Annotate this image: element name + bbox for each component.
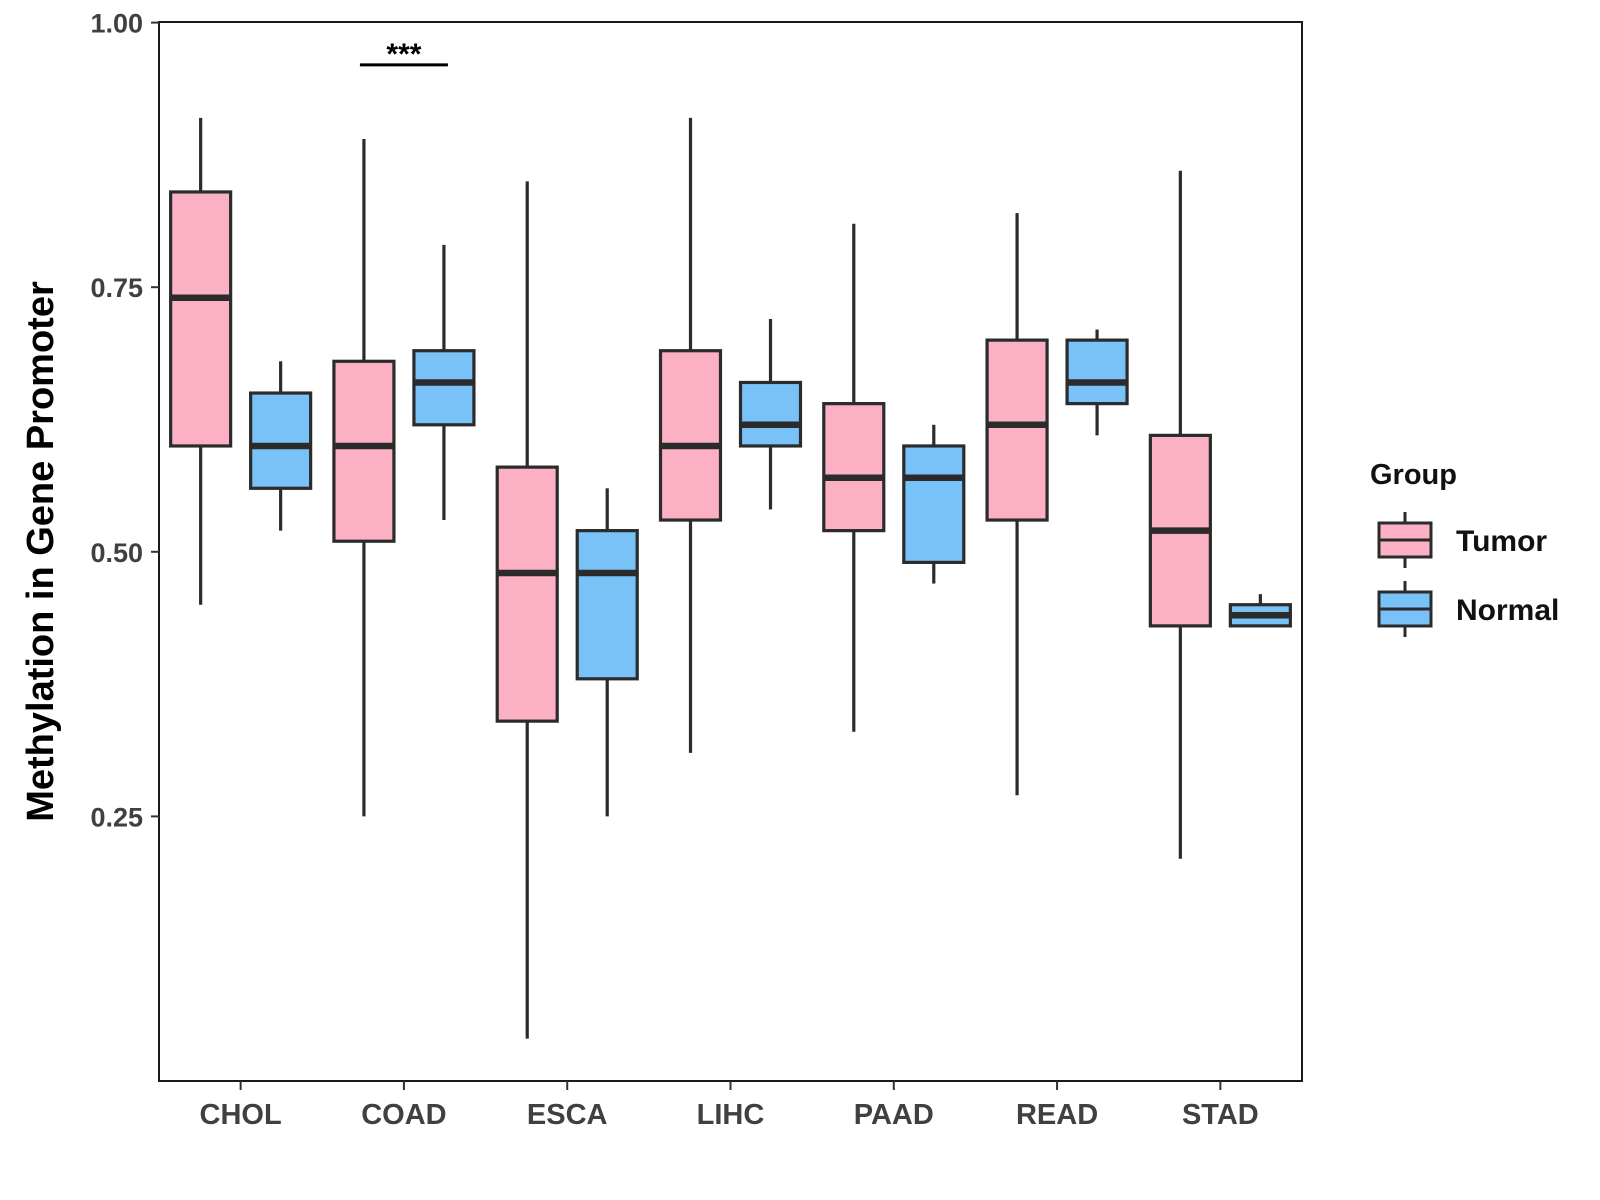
- box-tumor-paad: [822, 223, 886, 732]
- iqr-box: [985, 338, 1049, 522]
- x-tick-label: CHOL: [200, 1099, 282, 1131]
- box-tumor-read: [985, 213, 1049, 796]
- iqr-box: [249, 391, 313, 490]
- box-normal-lihc: [738, 318, 803, 510]
- box-normal-read: [1065, 329, 1129, 436]
- x-tick-label: COAD: [361, 1099, 446, 1131]
- legend-label: Tumor: [1456, 525, 1547, 558]
- legend-item-tumor: Tumor: [1377, 512, 1547, 568]
- box-tumor-stad: [1148, 170, 1212, 859]
- y-tick-label: 0.75: [90, 273, 143, 303]
- plot-panel-border: [158, 21, 1303, 1082]
- box-normal-chol: [249, 361, 313, 531]
- box-normal-paad: [902, 424, 966, 584]
- box-normal-stad: [1228, 594, 1292, 628]
- y-tick-label: 0.25: [90, 802, 143, 832]
- iqr-box: [169, 190, 233, 448]
- significance-label: ***: [386, 38, 421, 71]
- iqr-box: [1065, 338, 1129, 406]
- y-axis-title: Methylation in Gene Promoter: [20, 281, 62, 822]
- legend-title: Group: [1370, 459, 1457, 491]
- legend: Group Tumor Normal: [1370, 459, 1559, 637]
- box-normal-coad: [412, 244, 476, 521]
- box-tumor-esca: [495, 181, 559, 1039]
- x-tick-label: LIHC: [697, 1099, 765, 1131]
- iqr-box: [575, 529, 639, 681]
- iqr-box: [902, 444, 966, 564]
- iqr-box: [738, 380, 803, 448]
- iqr-box: [332, 359, 396, 543]
- x-tick-label: ESCA: [527, 1099, 608, 1131]
- x-tick-label: READ: [1016, 1099, 1098, 1131]
- x-tick-label: STAD: [1182, 1099, 1259, 1131]
- y-tick-label: 0.50: [90, 538, 143, 568]
- box-tumor-lihc: [658, 117, 723, 753]
- iqr-box: [658, 349, 723, 522]
- legend-item-normal: Normal: [1377, 581, 1559, 637]
- legend-label: Normal: [1456, 594, 1559, 627]
- box-tumor-chol: [169, 117, 233, 605]
- y-tick-label: 1.00: [90, 9, 143, 39]
- box-tumor-coad: [332, 139, 396, 817]
- plot-area: 0.25 0.50 0.75 1.00 CHOL COAD ESCA LIHC PAAD READ…: [90, 9, 1303, 1131]
- iqr-box: [822, 402, 886, 533]
- iqr-box: [412, 349, 476, 427]
- box-normal-esca: [575, 488, 639, 817]
- iqr-box: [495, 465, 559, 723]
- x-tick-label: PAAD: [854, 1099, 934, 1131]
